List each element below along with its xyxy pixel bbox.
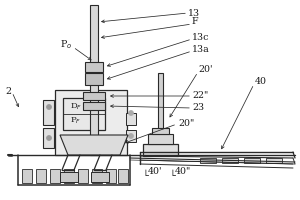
Text: F: F bbox=[192, 18, 199, 26]
Text: P$_o$: P$_o$ bbox=[60, 39, 72, 51]
Bar bbox=[91, 172, 109, 182]
Bar bbox=[158, 73, 163, 128]
Circle shape bbox=[46, 104, 52, 110]
Text: 13: 13 bbox=[188, 8, 200, 18]
Bar bbox=[50, 169, 60, 183]
Bar bbox=[90, 5, 98, 155]
Text: └: └ bbox=[169, 171, 175, 181]
Bar bbox=[22, 169, 32, 183]
Bar bbox=[83, 102, 105, 110]
Bar bbox=[126, 113, 136, 125]
Text: 23: 23 bbox=[192, 104, 204, 112]
Bar bbox=[106, 169, 116, 183]
Bar bbox=[200, 158, 216, 163]
Text: P$_F$: P$_F$ bbox=[70, 116, 81, 126]
Bar bbox=[126, 130, 136, 142]
Bar bbox=[36, 169, 46, 183]
Bar bbox=[118, 169, 128, 183]
Circle shape bbox=[128, 134, 134, 138]
Text: └: └ bbox=[142, 171, 148, 181]
Text: D$_F$: D$_F$ bbox=[70, 102, 82, 112]
Circle shape bbox=[128, 110, 134, 116]
Bar bbox=[92, 169, 102, 183]
Text: 40': 40' bbox=[148, 168, 163, 176]
Bar bbox=[85, 73, 103, 85]
Bar bbox=[222, 158, 238, 163]
Bar bbox=[148, 134, 173, 144]
Bar bbox=[78, 169, 88, 183]
Bar bbox=[85, 62, 103, 72]
Text: 40: 40 bbox=[255, 77, 267, 86]
Bar bbox=[244, 158, 260, 163]
Bar bbox=[83, 92, 105, 100]
Bar bbox=[55, 90, 127, 155]
Polygon shape bbox=[60, 135, 128, 155]
Text: 13a: 13a bbox=[192, 45, 210, 53]
Text: 13c: 13c bbox=[192, 32, 209, 42]
Bar bbox=[152, 128, 169, 134]
Text: 22": 22" bbox=[192, 92, 208, 100]
Bar bbox=[60, 172, 78, 182]
Bar bbox=[64, 169, 74, 183]
Text: 40": 40" bbox=[175, 168, 191, 176]
Bar bbox=[266, 158, 282, 163]
Bar bbox=[63, 98, 105, 130]
Circle shape bbox=[46, 136, 52, 140]
Bar bbox=[43, 100, 54, 125]
Text: 20': 20' bbox=[198, 66, 213, 74]
Text: 20": 20" bbox=[178, 119, 194, 129]
Text: 2: 2 bbox=[5, 88, 11, 97]
Bar bbox=[143, 144, 178, 156]
Bar bbox=[43, 128, 54, 148]
